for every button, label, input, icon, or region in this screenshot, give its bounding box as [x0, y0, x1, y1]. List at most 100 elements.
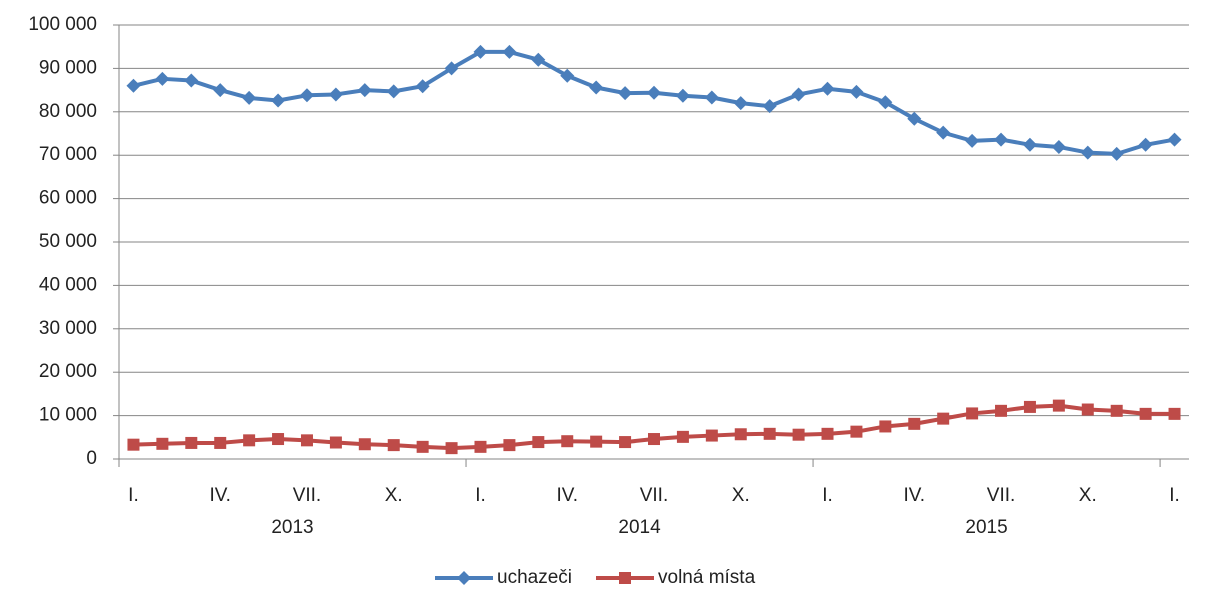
marker	[272, 433, 285, 446]
marker	[850, 425, 863, 438]
marker	[474, 440, 487, 453]
marker	[1080, 145, 1095, 160]
x-tick-label: VII.	[987, 485, 1016, 506]
marker	[1023, 400, 1036, 413]
y-tick-label: 40 000	[39, 274, 97, 295]
marker	[936, 125, 951, 140]
marker	[675, 88, 690, 103]
marker	[821, 427, 834, 440]
marker	[937, 412, 950, 425]
y-tick-label: 90 000	[39, 57, 97, 78]
x-tick-label: X.	[1079, 485, 1097, 506]
marker	[590, 435, 603, 448]
marker	[1167, 132, 1182, 147]
marker	[1022, 137, 1037, 152]
y-tick-label: 80 000	[39, 101, 97, 122]
x-tick-label: I.	[1169, 485, 1180, 506]
legend: uchazeči volná místa	[435, 567, 756, 588]
marker	[561, 435, 574, 448]
marker	[966, 407, 979, 420]
marker	[619, 436, 632, 449]
marker	[300, 434, 313, 447]
marker	[503, 439, 516, 452]
marker	[763, 427, 776, 440]
marker	[299, 88, 314, 103]
marker	[705, 429, 718, 442]
marker	[820, 81, 835, 96]
marker	[185, 436, 198, 449]
marker	[126, 78, 141, 93]
marker	[704, 90, 719, 105]
marker	[995, 404, 1008, 417]
y-tick-label: 30 000	[39, 318, 97, 339]
legend-label: volná místa	[658, 567, 756, 588]
x-tick-label: X.	[385, 485, 403, 506]
marker	[271, 93, 286, 108]
x-tick-label: VII.	[293, 485, 322, 506]
year-label: 2014	[618, 517, 661, 538]
marker	[457, 571, 471, 585]
marker	[328, 87, 343, 102]
marker	[618, 86, 633, 101]
marker	[734, 428, 747, 441]
year-label: 2013	[271, 517, 313, 538]
x-tick-label: IV.	[904, 485, 926, 506]
y-tick-label: 50 000	[39, 231, 97, 252]
marker	[1138, 137, 1153, 152]
marker	[214, 436, 227, 449]
marker	[647, 85, 661, 100]
marker	[733, 96, 748, 111]
marker	[532, 436, 545, 449]
series	[126, 44, 1182, 161]
marker	[243, 434, 256, 447]
marker	[473, 44, 488, 59]
series	[127, 399, 1181, 455]
marker	[444, 61, 459, 76]
year-label: 2015	[965, 517, 1007, 538]
x-tick-label: IV.	[556, 485, 578, 506]
marker	[965, 133, 980, 148]
legend-label: uchazeči	[497, 567, 572, 588]
y-tick-label: 100 000	[28, 14, 97, 35]
y-tick-label: 10 000	[39, 405, 97, 426]
marker	[619, 572, 631, 584]
marker	[358, 438, 371, 451]
marker	[762, 99, 777, 114]
marker	[415, 79, 430, 94]
marker	[386, 84, 401, 99]
marker	[184, 73, 199, 88]
marker	[849, 84, 864, 99]
marker	[1052, 399, 1065, 412]
marker	[1110, 404, 1123, 417]
x-tick-label: I.	[128, 485, 139, 506]
marker	[502, 44, 517, 59]
marker	[387, 439, 400, 452]
x-tick-label: X.	[732, 485, 750, 506]
marker	[531, 52, 546, 67]
marker	[1081, 403, 1094, 416]
marker	[242, 90, 257, 105]
marker	[156, 437, 169, 450]
x-tick-label: IV.	[209, 485, 231, 506]
marker	[907, 111, 922, 126]
marker	[908, 417, 921, 430]
marker	[676, 430, 689, 443]
marker	[416, 440, 429, 453]
marker	[1051, 139, 1066, 154]
marker	[791, 87, 806, 102]
marker	[213, 83, 228, 98]
y-tick-label: 60 000	[39, 188, 97, 209]
marker	[127, 438, 140, 451]
y-tick-label: 70 000	[39, 144, 97, 165]
marker	[878, 95, 893, 110]
marker	[445, 442, 458, 455]
marker	[792, 428, 805, 441]
marker	[879, 420, 892, 433]
marker	[1139, 407, 1152, 420]
marker	[994, 132, 1009, 147]
y-tick-label: 0	[86, 448, 97, 469]
marker	[1168, 407, 1181, 420]
y-tick-label: 20 000	[39, 361, 97, 382]
x-tick-label: VII.	[640, 485, 669, 506]
